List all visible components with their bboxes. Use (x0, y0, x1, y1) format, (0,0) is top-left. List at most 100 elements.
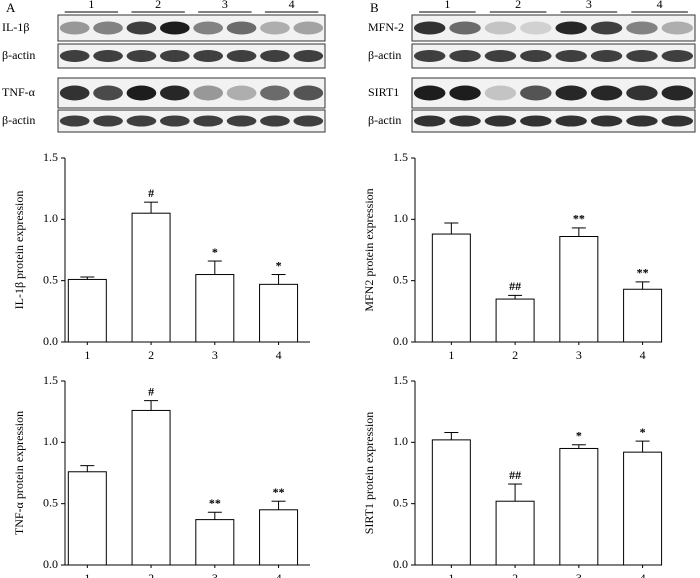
blot-band (126, 85, 157, 101)
blot-band (661, 50, 694, 62)
x-tick-label: 3 (212, 571, 218, 578)
blot-band (413, 50, 446, 62)
blot-label: MFN-2 (368, 20, 404, 34)
x-tick-label: 1 (448, 571, 454, 578)
blot-band (520, 85, 552, 101)
blot-band (520, 115, 552, 127)
blot-band (661, 21, 694, 35)
y-tick-label: 0.5 (43, 272, 58, 286)
blot-band (449, 21, 481, 35)
blot-band (126, 115, 157, 127)
bar (259, 509, 299, 566)
blot-band (590, 115, 623, 127)
blot-label: β-actin (2, 113, 35, 127)
blot-label: TNF-α (2, 85, 36, 99)
bar (431, 439, 471, 566)
blot-band (193, 50, 224, 62)
lane-label: 1 (88, 0, 94, 11)
blot-band (260, 85, 290, 101)
x-tick-label: 2 (148, 571, 154, 578)
lane-label: 2 (515, 0, 521, 11)
blot-band (126, 21, 157, 35)
panel-label: B (370, 0, 379, 15)
lane-label: 3 (586, 0, 592, 11)
lane-label: 4 (657, 0, 663, 11)
blot-band (626, 50, 658, 62)
x-tick-label: 3 (576, 348, 582, 362)
y-tick-label: 1.0 (43, 434, 58, 448)
blot-band (484, 85, 517, 101)
bar (495, 500, 535, 566)
blot-band (293, 85, 324, 101)
blot-band (93, 85, 123, 101)
significance-mark: ** (637, 266, 649, 280)
blot-band (520, 50, 552, 62)
blot-label: β-actin (368, 48, 401, 62)
blot-band (159, 21, 190, 35)
bar (131, 409, 171, 566)
x-tick-label: 2 (148, 348, 154, 362)
y-tick-label: 0.0 (43, 334, 58, 348)
y-tick-label: 0.0 (393, 334, 408, 348)
y-axis-label: IL-1β protein expression (12, 191, 26, 310)
blot-band (193, 115, 224, 127)
significance-mark: ** (273, 485, 285, 499)
significance-mark: ## (509, 279, 521, 293)
y-tick-label: 0.0 (43, 557, 58, 571)
bar (559, 447, 599, 566)
blot-box (57, 109, 326, 133)
bar (259, 283, 299, 343)
x-tick-label: 2 (512, 348, 518, 362)
blot-band (193, 21, 224, 35)
blot-band (126, 50, 157, 62)
significance-mark: ** (209, 496, 221, 510)
y-tick-label: 1.5 (43, 373, 58, 387)
x-tick-label: 1 (84, 571, 90, 578)
significance-mark: # (148, 186, 154, 200)
blot-band (626, 85, 658, 101)
lane-label: 4 (289, 0, 295, 11)
blot-band (590, 21, 623, 35)
blot-band (484, 21, 517, 35)
blot-band (555, 85, 587, 101)
x-tick-label: 1 (448, 348, 454, 362)
significance-mark: * (276, 258, 282, 272)
blot-band (413, 21, 446, 35)
blot-box (411, 109, 696, 133)
blot-band (293, 21, 324, 35)
blot-label: SIRT1 (368, 85, 399, 99)
blot-band (226, 115, 257, 127)
x-tick-label: 4 (276, 348, 282, 362)
significance-mark: * (576, 429, 582, 443)
y-tick-label: 1.0 (393, 211, 408, 225)
blot-band (260, 115, 290, 127)
blot-band (260, 50, 290, 62)
blot-band (193, 85, 224, 101)
blot-band (555, 115, 587, 127)
bar (559, 236, 599, 343)
blot-label: IL-1β (2, 20, 29, 34)
y-tick-label: 0.0 (393, 557, 408, 571)
bar (623, 451, 663, 566)
bar (623, 288, 663, 343)
y-tick-label: 0.5 (393, 272, 408, 286)
lane-label: 3 (222, 0, 228, 11)
y-tick-label: 0.5 (393, 495, 408, 509)
x-tick-label: 4 (640, 348, 646, 362)
y-tick-label: 1.5 (393, 373, 408, 387)
blot-band (226, 50, 257, 62)
y-axis-label: SIRT1 protein expression (362, 412, 376, 535)
blot-band (260, 21, 290, 35)
blot-band (484, 50, 517, 62)
blot-band (226, 85, 257, 101)
lane-label: 2 (155, 0, 161, 11)
blot-band (159, 115, 190, 127)
y-axis-label: MFN2 protein expression (362, 188, 376, 311)
y-tick-label: 1.0 (43, 211, 58, 225)
blot-band (293, 50, 324, 62)
bar (195, 274, 235, 343)
significance-mark: * (212, 245, 218, 259)
y-axis-label: TNF-α protein expression (12, 411, 26, 535)
lane-label: 1 (444, 0, 450, 11)
